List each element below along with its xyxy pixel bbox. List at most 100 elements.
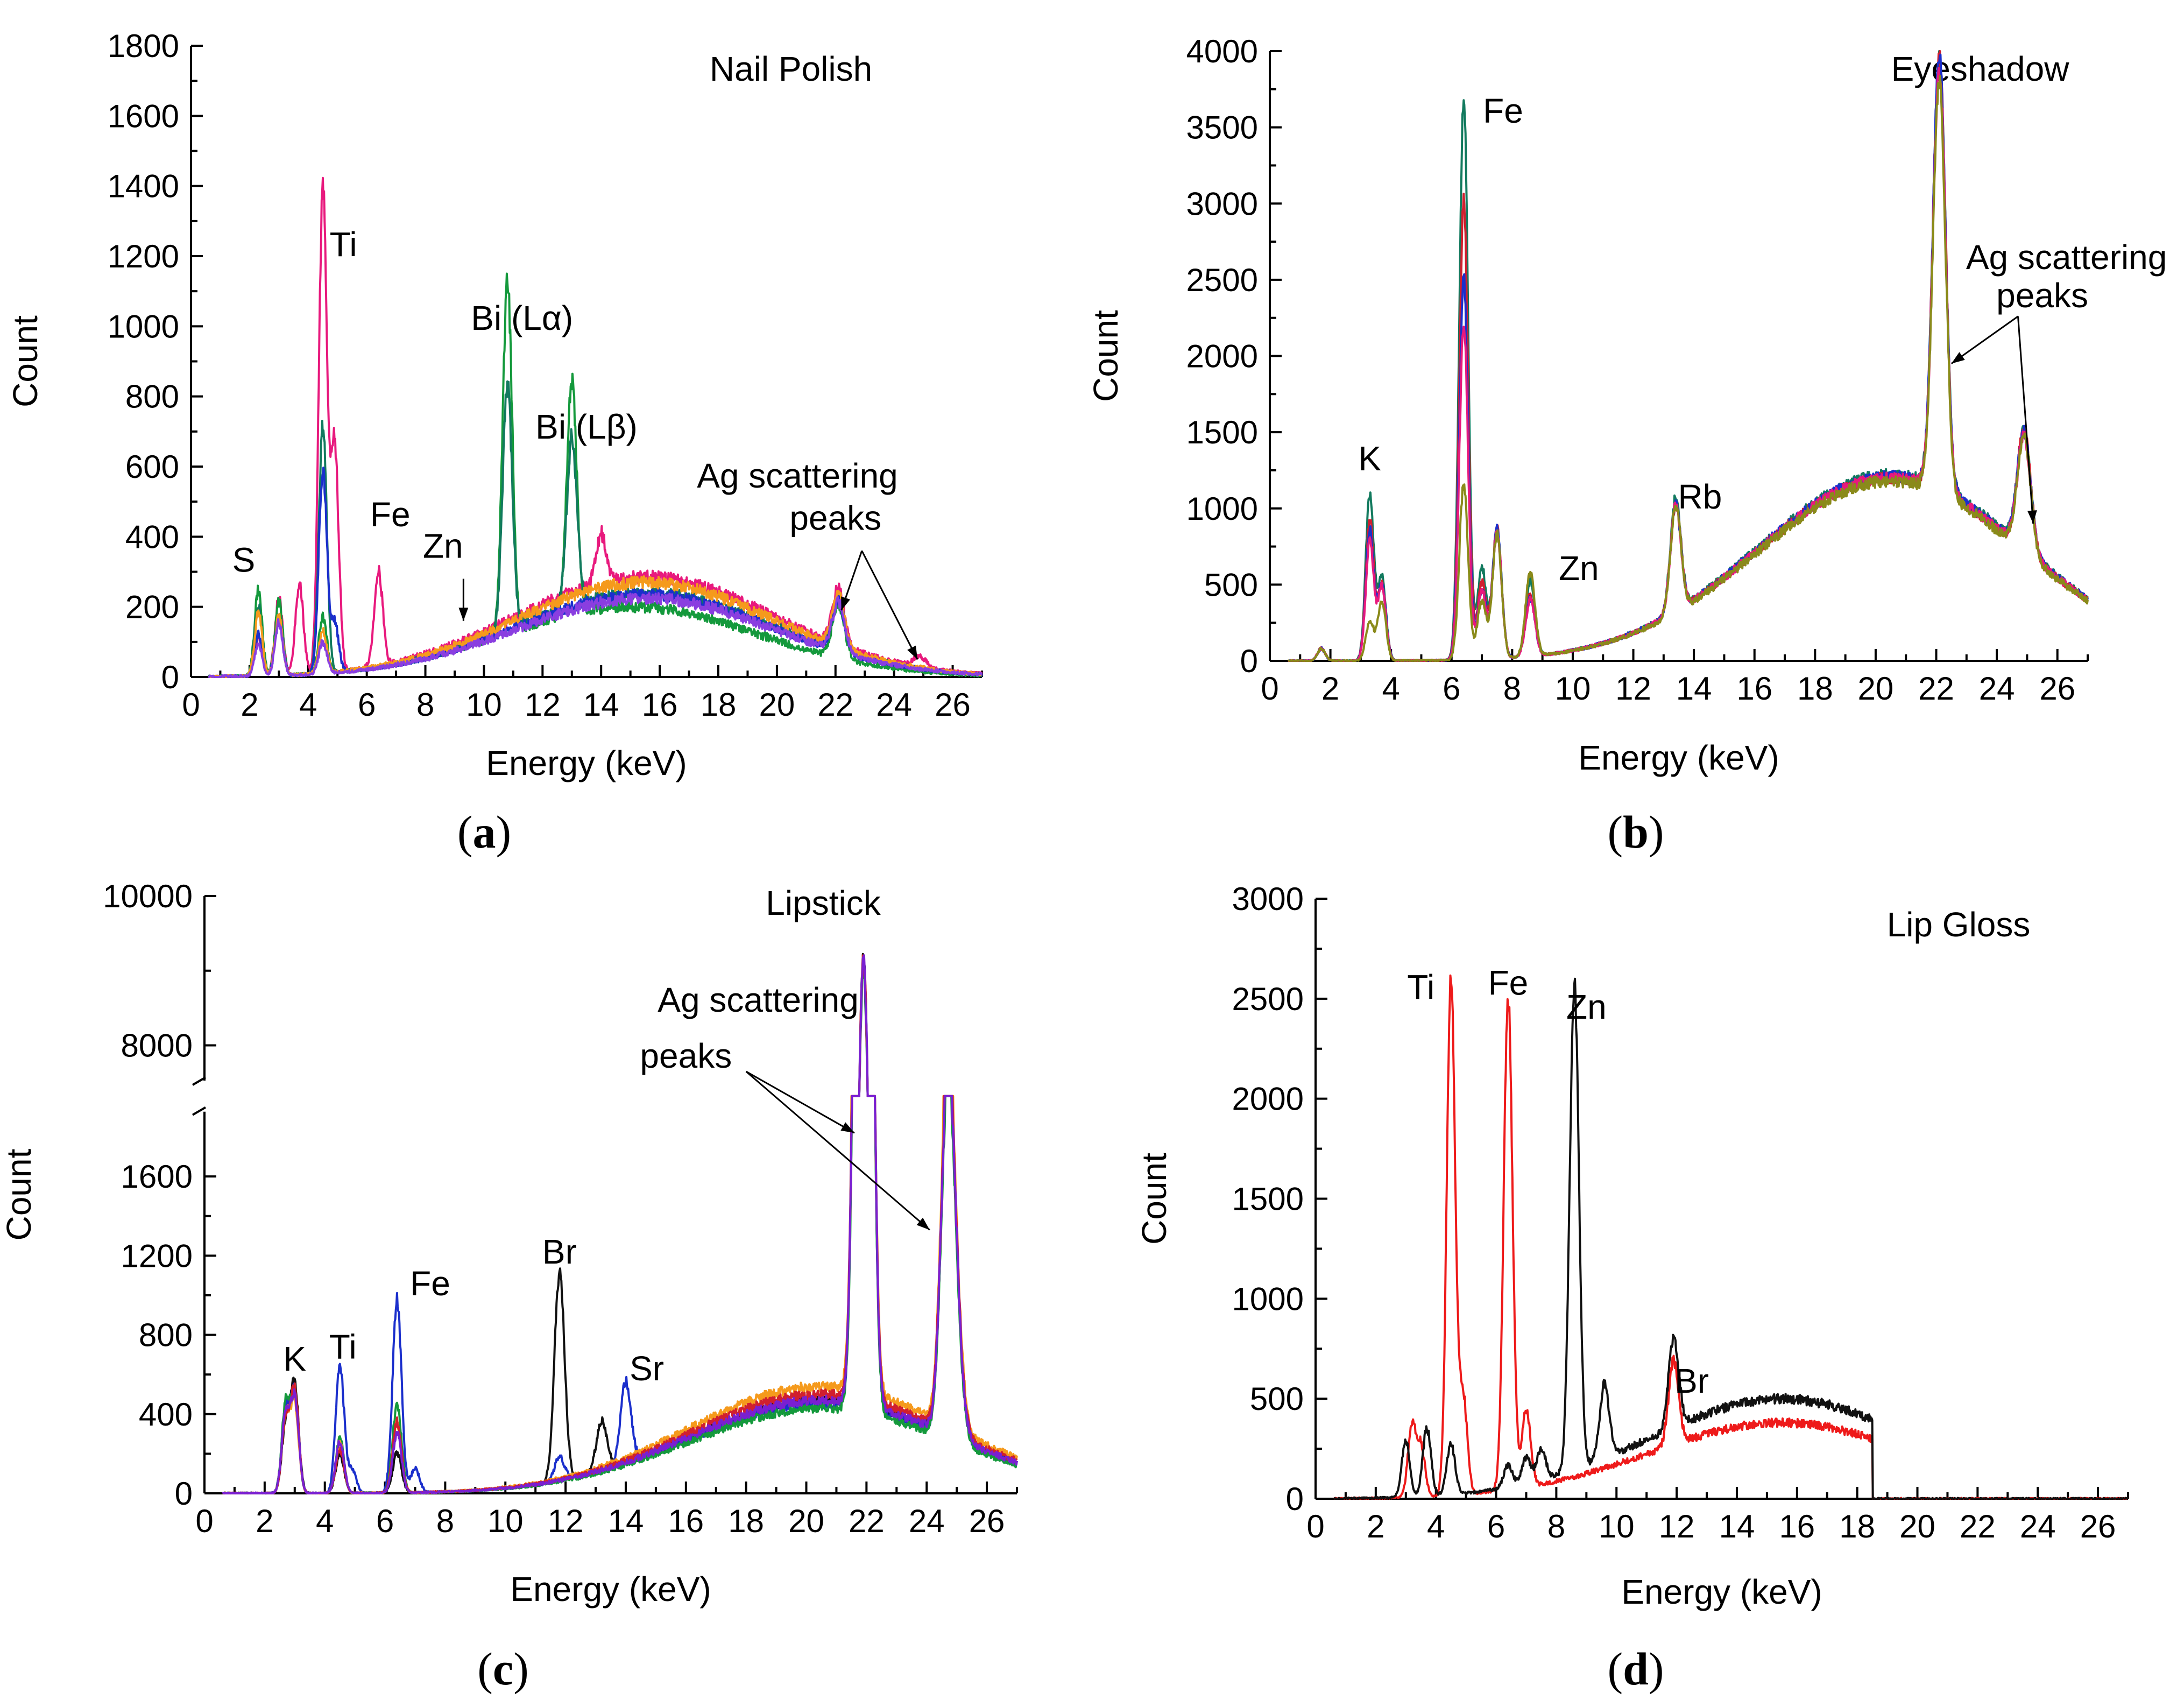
x-tick-label: 8: [1547, 1508, 1565, 1544]
arrow-head: [907, 645, 918, 660]
y-tick-label: 0: [161, 659, 179, 695]
peak-annotation: Ti: [329, 1328, 357, 1366]
series-line-blue: [1287, 53, 2089, 662]
x-tick-label: 18: [728, 1503, 764, 1539]
series-line-red: [1333, 974, 2129, 1500]
x-tick-label: 18: [701, 687, 737, 723]
x-tick-label: 24: [909, 1503, 945, 1539]
axes-a: 0 2 4 6 8 10 12 14 16 18 20 22 24 2602004006008001000…: [6, 28, 983, 782]
x-tick-label: 20: [1899, 1508, 1935, 1544]
x-tick-label: 6: [358, 687, 376, 723]
x-tick-label: 22: [1918, 671, 1954, 707]
axis-break-mark: [192, 1106, 207, 1116]
y-tick-label: 1200: [108, 238, 179, 274]
x-tick-label: 24: [1979, 671, 2015, 707]
series-line-violet: [208, 592, 983, 678]
y-tick-label: 0: [1240, 643, 1258, 679]
y-tick-label: 10000: [103, 878, 193, 914]
x-tick-label: 20: [788, 1503, 824, 1539]
x-tick-label: 16: [668, 1503, 704, 1539]
x-tick-label: 16: [642, 687, 678, 723]
x-tick-label: 10: [1599, 1508, 1635, 1544]
x-tick-label: 0: [1306, 1508, 1324, 1544]
peak-annotation: K: [283, 1339, 306, 1378]
x-tick-label: 14: [608, 1503, 644, 1539]
x-tick-label: 26: [935, 687, 971, 723]
y-tick-label: 3000: [1232, 881, 1304, 917]
series-group: [1333, 974, 2129, 1500]
y-tick-label: 3000: [1186, 186, 1258, 222]
peak-annotation: Ti: [1407, 968, 1434, 1006]
peak-annotation: Rb: [1678, 477, 1722, 516]
x-tick-label: 12: [1659, 1508, 1695, 1544]
y-tick-label: 200: [125, 589, 179, 625]
peak-annotation: Bi (Lβ): [535, 407, 638, 446]
x-tick-label: 26: [2080, 1508, 2116, 1544]
x-tick-label: 26: [2039, 671, 2075, 707]
y-tick-label: 1500: [1186, 414, 1258, 450]
x-tick-label: 8: [1503, 671, 1521, 707]
y-tick-label: 1500: [1232, 1181, 1304, 1217]
peak-annotation: peaks: [1996, 276, 2088, 315]
x-tick-label: 16: [1736, 671, 1772, 707]
peak-annotation: Zn: [1566, 987, 1607, 1026]
annotations: K Ti Fe Br Sr Ag scattering peaks: [283, 981, 858, 1388]
y-tick-label: 1400: [108, 168, 179, 204]
x-tick-label: 22: [849, 1503, 885, 1539]
x-tick-label: 2: [1367, 1508, 1384, 1544]
y-axis-title: Count: [0, 1148, 38, 1240]
y-tick-label: 0: [175, 1476, 193, 1512]
panel-a: 0 2 4 6 8 10 12 14 16 18 20 22 24 2602004006008001000…: [6, 28, 983, 858]
panel-c: 0 2 4 6 8 10 12 14 16 18 20 22 24 2604008001200160080…: [0, 878, 1018, 1695]
y-tick-label: 2000: [1186, 338, 1258, 375]
peak-annotation: peaks: [640, 1036, 732, 1075]
arrow-line: [745, 1070, 855, 1134]
chart-title: Nail Polish: [710, 50, 872, 88]
peak-annotation: peaks: [789, 498, 881, 537]
axes-d: 0 2 4 6 8 10 12 14 16 18 20 22 24 2605001000150020002…: [1135, 881, 2129, 1611]
x-tick-label: 8: [416, 687, 434, 723]
annotation-arrows: [458, 550, 918, 660]
peak-annotation: Zn: [1559, 549, 1599, 588]
x-tick-label: 10: [487, 1503, 524, 1539]
y-tick-label: 800: [139, 1317, 193, 1353]
x-tick-label: 4: [316, 1503, 334, 1539]
x-tick-label: 4: [1382, 671, 1400, 707]
arrow-head: [458, 608, 469, 621]
y-tick-label: 2500: [1232, 981, 1304, 1017]
axes-b: 0 2 4 6 8 10 12 14 16 18 20 22 24 2605001000150020002…: [1086, 33, 2089, 777]
x-axis-title: Energy (keV): [1578, 738, 1779, 777]
x-tick-label: 12: [548, 1503, 584, 1539]
y-axis-title: Count: [6, 315, 45, 407]
y-tick-label: 600: [125, 449, 179, 485]
series-line-red: [1287, 50, 2089, 662]
y-tick-label: 2000: [1232, 1081, 1304, 1117]
x-tick-label: 0: [1261, 671, 1278, 707]
panel-label: (b): [1607, 806, 1664, 858]
y-tick-label: 2500: [1186, 262, 1258, 298]
peak-annotation: S: [232, 541, 256, 580]
peak-annotation: Fe: [1488, 963, 1529, 1002]
y-tick-label: 1600: [121, 1159, 193, 1195]
y-tick-label: 500: [1250, 1381, 1304, 1417]
arrow-line: [861, 550, 918, 660]
y-tick-label: 0: [1286, 1481, 1304, 1517]
y-tick-label: 8000: [121, 1028, 193, 1064]
y-axis-title: Count: [1086, 310, 1125, 402]
series-group: [222, 953, 1018, 1494]
x-axis-title: Energy (keV): [486, 744, 687, 782]
y-tick-label: 1000: [108, 308, 179, 344]
series-line-black: [1333, 977, 2129, 1500]
x-tick-label: 20: [759, 687, 795, 723]
annotation-arrows: [1950, 315, 2037, 524]
peak-annotation: Br: [542, 1232, 577, 1271]
peak-annotation: Ag scattering: [658, 981, 859, 1019]
peak-annotation: Sr: [630, 1349, 664, 1388]
y-tick-label: 500: [1204, 567, 1258, 603]
panel-label: (a): [457, 806, 511, 858]
series-line-magenta: [1287, 67, 2088, 662]
x-tick-label: 18: [1839, 1508, 1875, 1544]
annotations: Ti Fe Zn Br: [1407, 963, 1709, 1400]
x-tick-label: 10: [466, 687, 502, 723]
arrow-head: [2027, 510, 2037, 524]
